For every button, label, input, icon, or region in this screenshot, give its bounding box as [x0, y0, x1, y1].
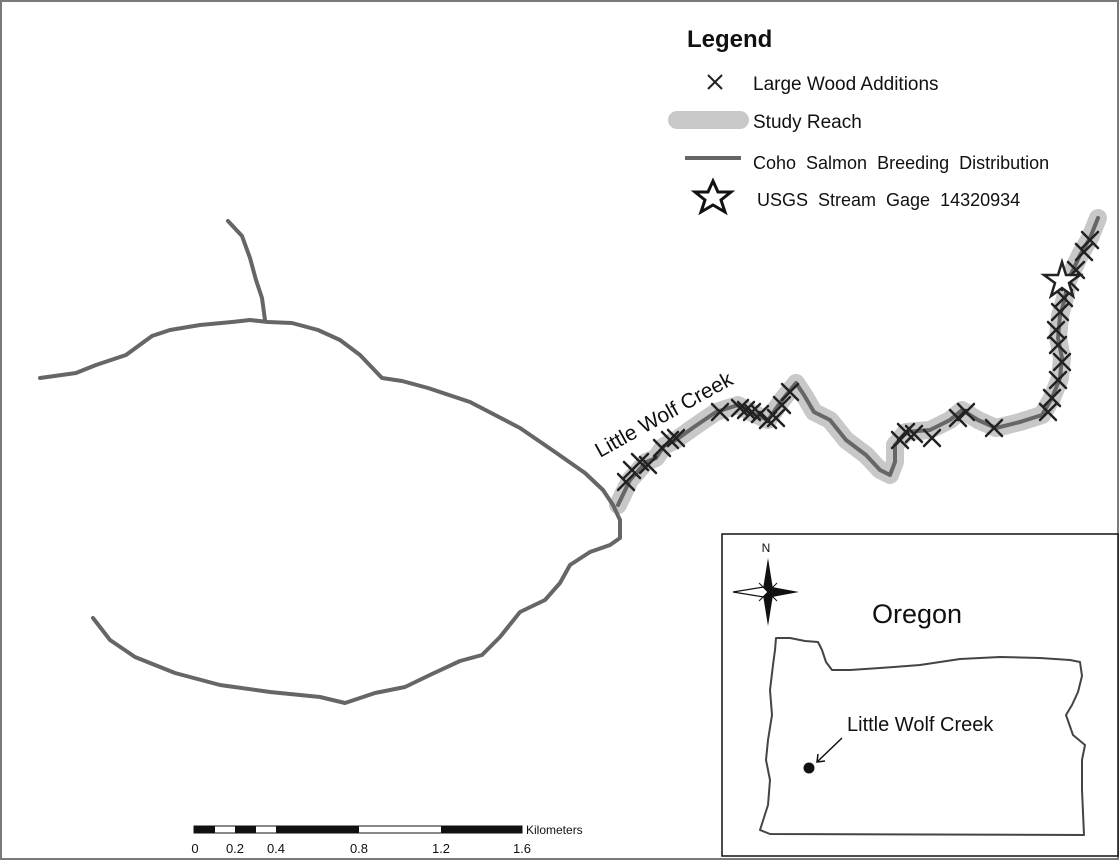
wood-addition-marker	[1080, 230, 1100, 250]
wood-addition-marker	[956, 402, 976, 422]
wood-addition-marker	[1050, 302, 1070, 322]
wood-addition-marker	[1048, 335, 1068, 355]
wood-addition-marker	[710, 402, 730, 422]
large-wood-markers	[616, 230, 1100, 492]
inset-title: Oregon	[872, 599, 962, 629]
north-label: N	[762, 541, 771, 555]
wood-addition-marker	[638, 455, 658, 475]
legend-label-study-reach: Study Reach	[753, 112, 862, 133]
stream-gage-star-icon	[1040, 257, 1084, 300]
scale-tick-label: 0.4	[267, 841, 285, 856]
wood-addition-marker	[904, 424, 924, 444]
wood-addition-marker	[890, 430, 910, 450]
inset-site-label: Little Wolf Creek	[847, 714, 994, 736]
inset-map: N Oregon Little Wolf Creek	[721, 533, 1119, 857]
wood-addition-marker	[1048, 370, 1068, 390]
site-pointer-arrowhead	[816, 753, 826, 763]
north-tributary-line	[226, 219, 267, 322]
site-pointer-arrow	[816, 737, 843, 763]
wood-addition-marker	[1046, 320, 1066, 340]
site-location-dot	[803, 762, 815, 774]
wood-addition-marker	[772, 395, 792, 415]
wood-addition-marker	[948, 408, 968, 428]
legend: Legend Large Wood Additions Study Reach …	[668, 26, 1049, 216]
legend-label-gage: USGS Stream Gage 14320934	[757, 190, 1020, 210]
scale-tick-label: 0.2	[226, 841, 244, 856]
oregon-outline	[759, 637, 1086, 836]
legend-label-large-wood: Large Wood Additions	[753, 74, 939, 95]
west-upper-branch-line	[38, 318, 622, 522]
wood-addition-marker	[730, 398, 750, 418]
wood-addition-marker	[780, 382, 800, 402]
main-stem-line	[616, 216, 1100, 507]
scale-tick-label: 0	[191, 841, 198, 856]
west-lower-branch-line	[91, 518, 622, 705]
scale-bar: Kilometers 0 0.2 0.4 0.8 1.2 1.6	[191, 823, 582, 856]
wood-addition-marker	[660, 430, 680, 450]
wood-addition-marker	[736, 400, 756, 420]
legend-label-coho: Coho Salmon Breeding Distribution	[753, 153, 1049, 173]
scale-unit-label: Kilometers	[526, 823, 583, 837]
scale-tick-label: 1.2	[432, 841, 450, 856]
wood-addition-marker	[766, 408, 786, 428]
wood-addition-marker	[1074, 242, 1094, 262]
scale-tick-label: 1.6	[513, 841, 531, 856]
wood-addition-marker	[984, 418, 1004, 438]
legend-title: Legend	[687, 26, 772, 53]
x-mark-icon	[707, 74, 723, 90]
wood-addition-marker	[750, 404, 770, 424]
wood-addition-marker	[666, 428, 686, 448]
stream-network	[38, 216, 1100, 705]
wood-addition-marker	[1052, 352, 1072, 372]
wood-addition-marker	[1042, 388, 1062, 408]
wood-addition-marker	[1038, 402, 1058, 422]
scale-tick-label: 0.8	[350, 841, 368, 856]
wood-addition-marker	[922, 428, 942, 448]
wood-addition-marker	[616, 472, 636, 492]
north-arrow-icon	[732, 558, 799, 626]
star-icon	[690, 177, 736, 216]
